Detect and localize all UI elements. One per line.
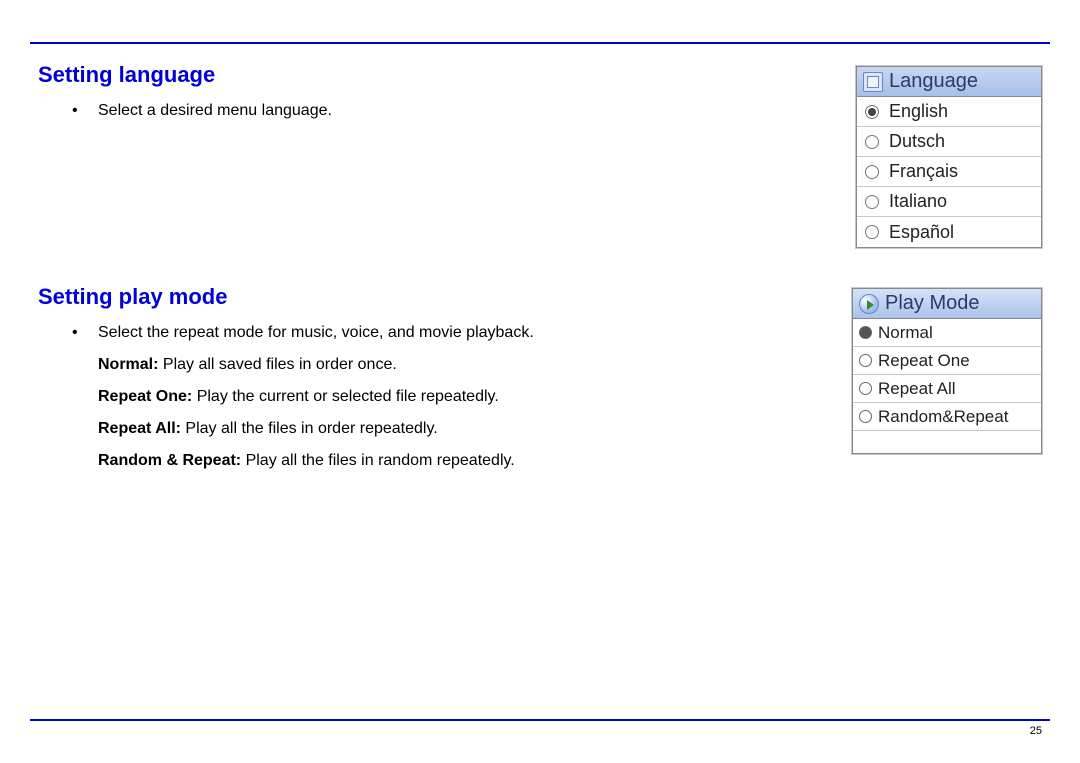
radio-icon <box>859 326 872 339</box>
playmode-desc-repeat-one: Repeat One: Play the current or selected… <box>38 384 828 410</box>
playmode-option-repeat-all[interactable]: Repeat All <box>853 375 1041 403</box>
page-frame: Setting language Select a desired menu l… <box>30 42 1050 721</box>
section-playmode: Setting play mode Select the repeat mode… <box>38 284 1042 474</box>
playmode-bullets: Select the repeat mode for music, voice,… <box>38 320 828 346</box>
playmode-option-normal[interactable]: Normal <box>853 319 1041 347</box>
playmode-desc-random-repeat: Random & Repeat: Play all the files in r… <box>38 448 828 474</box>
playmode-option-repeat-one[interactable]: Repeat One <box>853 347 1041 375</box>
language-bullet-1: Select a desired menu language. <box>72 98 832 124</box>
radio-icon <box>865 105 879 119</box>
radio-icon <box>865 195 879 209</box>
radio-icon <box>859 354 872 367</box>
playmode-option-label: Normal <box>878 323 933 343</box>
term: Random & Repeat: <box>98 452 241 469</box>
term: Repeat All: <box>98 420 181 437</box>
section-language: Setting language Select a desired menu l… <box>38 62 1042 248</box>
term-text: Play all the files in order repeatedly. <box>181 420 438 437</box>
playmode-menu-title: Play Mode <box>885 292 980 315</box>
heading-language: Setting language <box>38 62 832 88</box>
term-text: Play the current or selected file repeat… <box>192 388 499 405</box>
playmode-empty-row <box>853 431 1041 453</box>
page-number: 25 <box>1030 725 1042 737</box>
term-text: Play all the files in random repeatedly. <box>241 452 515 469</box>
radio-icon <box>865 135 879 149</box>
language-menu-title: Language <box>889 70 978 93</box>
playmode-menu-header: Play Mode <box>853 289 1041 319</box>
language-menu-header: Language <box>857 67 1041 97</box>
language-option-label: Français <box>889 161 958 182</box>
playmode-bullet-1: Select the repeat mode for music, voice,… <box>72 320 828 346</box>
language-menu: Language English Dutsch Français <box>856 66 1042 248</box>
playmode-desc-normal: Normal: Play all saved files in order on… <box>38 352 828 378</box>
term-text: Play all saved files in order once. <box>158 356 396 373</box>
language-menu-figure: Language English Dutsch Français <box>856 66 1042 248</box>
playmode-desc-repeat-all: Repeat All: Play all the files in order … <box>38 416 828 442</box>
playmode-option-random-repeat[interactable]: Random&Repeat <box>853 403 1041 431</box>
playmode-option-label: Repeat One <box>878 351 970 371</box>
radio-icon <box>859 382 872 395</box>
section-playmode-text: Setting play mode Select the repeat mode… <box>38 284 852 474</box>
playmode-menu-figure: Play Mode Normal Repeat One Repeat All <box>852 288 1042 454</box>
radio-icon <box>865 165 879 179</box>
radio-icon <box>859 410 872 423</box>
language-option-label: Italiano <box>889 191 947 212</box>
language-option-francais[interactable]: Français <box>857 157 1041 187</box>
term: Normal: <box>98 356 158 373</box>
language-option-espanol[interactable]: Español <box>857 217 1041 247</box>
page-content: Setting language Select a desired menu l… <box>30 44 1050 474</box>
section-language-text: Setting language Select a desired menu l… <box>38 62 856 124</box>
language-option-dutsch[interactable]: Dutsch <box>857 127 1041 157</box>
language-option-label: English <box>889 101 948 122</box>
language-icon <box>863 72 883 92</box>
language-option-label: Dutsch <box>889 131 945 152</box>
term: Repeat One: <box>98 388 192 405</box>
radio-icon <box>865 225 879 239</box>
language-option-english[interactable]: English <box>857 97 1041 127</box>
playmode-option-label: Repeat All <box>878 379 956 399</box>
play-icon <box>859 294 879 314</box>
language-option-label: Español <box>889 222 954 243</box>
language-bullets: Select a desired menu language. <box>38 98 832 124</box>
language-option-italiano[interactable]: Italiano <box>857 187 1041 217</box>
playmode-option-label: Random&Repeat <box>878 407 1008 427</box>
heading-playmode: Setting play mode <box>38 284 828 310</box>
playmode-menu: Play Mode Normal Repeat One Repeat All <box>852 288 1042 454</box>
